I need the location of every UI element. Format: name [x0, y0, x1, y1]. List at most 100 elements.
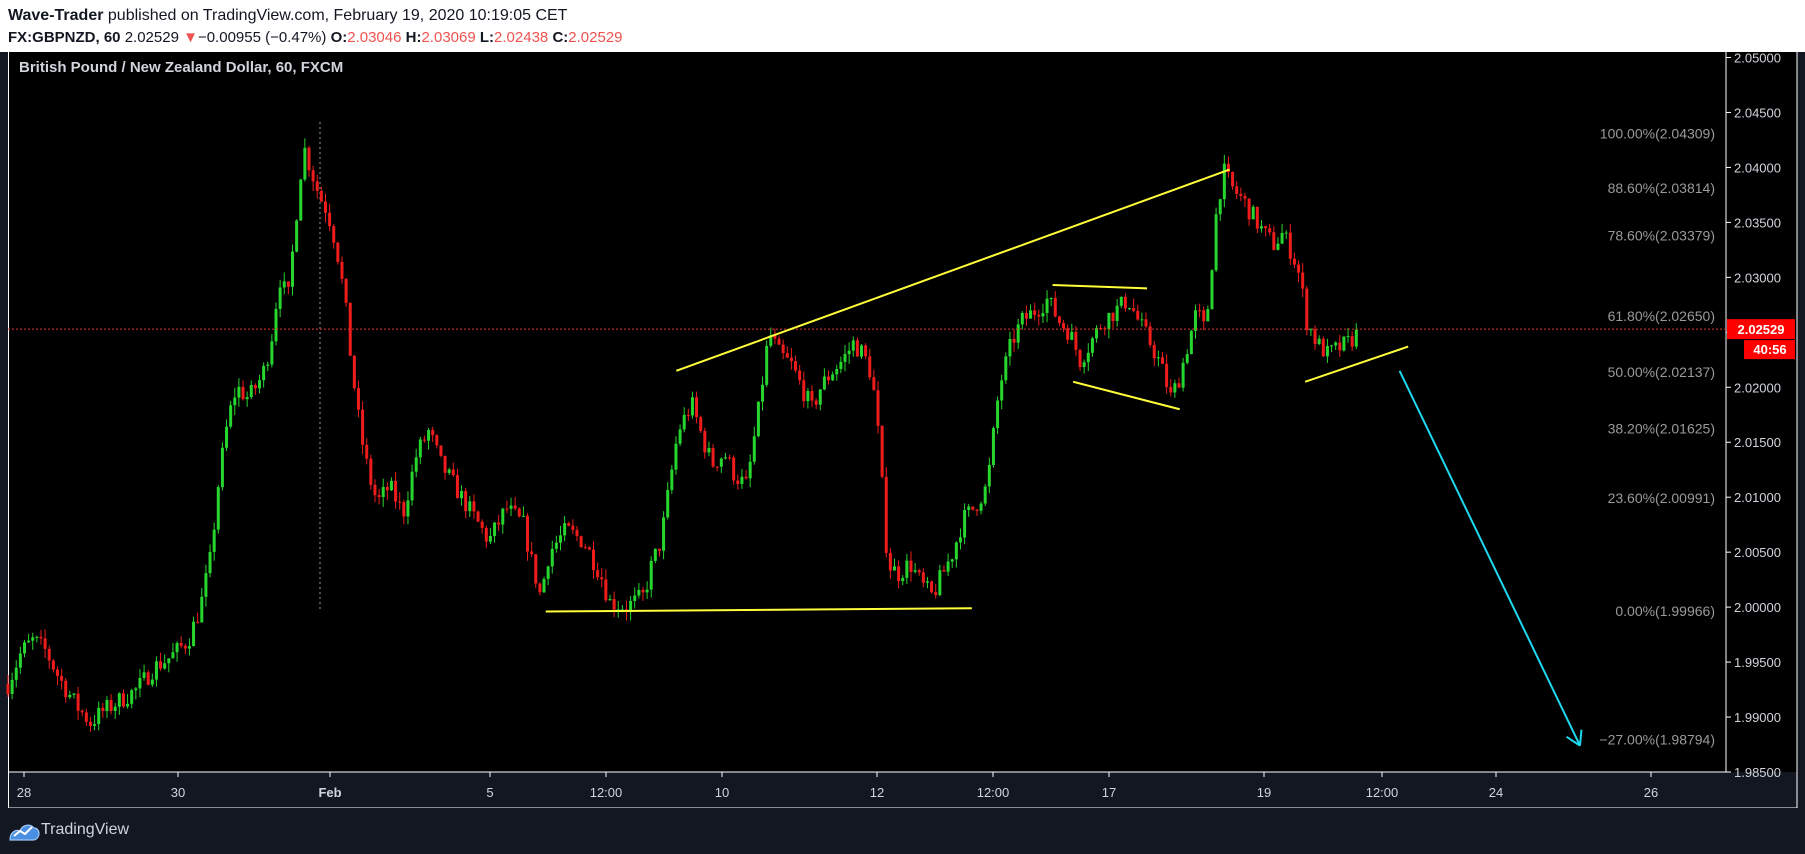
author-name[interactable]: Wave-Trader: [8, 7, 104, 24]
y-tick-label: 2.04500: [1734, 105, 1781, 120]
candle-body: [567, 523, 571, 526]
candle-body: [344, 278, 348, 303]
candle-body: [356, 388, 360, 410]
candle-body: [76, 693, 80, 711]
candle-body: [925, 581, 929, 583]
candle-body: [686, 414, 690, 416]
close-label: C:: [552, 29, 569, 46]
candle-body: [765, 345, 769, 385]
x-tick-label: 19: [1257, 785, 1271, 800]
candle-body: [484, 527, 488, 542]
candle-body: [31, 637, 35, 641]
price-change: −0.00955 (−0.47%): [197, 29, 327, 46]
candle-body: [431, 430, 435, 436]
candle-body: [480, 521, 484, 528]
candle-body: [719, 458, 723, 467]
candle-body: [1301, 272, 1305, 289]
low-value: 2.02438: [494, 29, 549, 46]
candle-body: [1264, 226, 1268, 229]
candle-body: [1045, 298, 1049, 314]
candle-body: [855, 340, 859, 357]
candle-body: [1321, 338, 1325, 357]
candle-body: [200, 596, 204, 623]
candle-body: [130, 690, 134, 704]
candle-body: [678, 429, 682, 444]
candle-body: [402, 502, 406, 517]
price-axis[interactable]: [1726, 52, 1797, 772]
candle-body: [657, 548, 661, 551]
drawings-layer[interactable]: [8, 168, 1726, 747]
candle-body: [332, 226, 336, 243]
tradingview-logo-icon[interactable]: [8, 820, 40, 842]
candle-body: [1099, 328, 1103, 330]
candle-body: [789, 357, 793, 362]
candle-body: [229, 405, 233, 427]
candle-body: [27, 640, 31, 643]
x-tick-label: 10: [715, 785, 729, 800]
y-tick-label: 2.01500: [1734, 435, 1781, 450]
candle-body: [93, 724, 97, 726]
candle-body: [1070, 331, 1074, 340]
candle-body: [1288, 232, 1292, 259]
candle-body: [1012, 338, 1016, 343]
tradingview-brand[interactable]: TradingView: [41, 821, 130, 838]
candle-body: [72, 693, 76, 695]
candle-body: [880, 425, 884, 477]
candle-body: [365, 444, 369, 459]
trendline: [1052, 284, 1148, 290]
candle-body: [291, 251, 295, 287]
countdown-box: [1744, 340, 1795, 360]
candle-body: [1317, 338, 1321, 345]
candles-layer: [6, 138, 1358, 732]
candle-body: [1173, 383, 1177, 393]
candle-body: [464, 491, 468, 512]
candle-body: [1090, 338, 1094, 353]
candle-body: [583, 547, 587, 549]
candle-body: [55, 669, 59, 676]
candle-body: [22, 642, 26, 654]
candle-body: [1053, 297, 1057, 317]
candle-body: [633, 595, 637, 601]
candle-body: [167, 658, 171, 664]
x-tick-label: 12: [870, 785, 884, 800]
candle-body: [187, 646, 191, 649]
candle-body: [983, 486, 987, 504]
price-chart[interactable]: 100.00%(2.04309) 88.60%(2.03814) 78.60%(2.…: [0, 52, 1805, 808]
candle-body: [682, 414, 686, 430]
candle-body: [1136, 310, 1140, 320]
candle-body: [587, 547, 591, 550]
candle-body: [101, 707, 105, 712]
candle-body: [526, 515, 530, 552]
candle-body: [278, 287, 282, 309]
candle-body: [295, 220, 299, 252]
candle-body: [1082, 362, 1086, 367]
candle-body: [1305, 288, 1309, 331]
candle-body: [513, 505, 517, 509]
candle-body: [1020, 312, 1024, 325]
candle-body: [645, 589, 649, 593]
candle-body: [517, 508, 521, 517]
candle-body: [1193, 310, 1197, 331]
candle-body: [385, 487, 389, 491]
fib-level-label: 100.00%(2.04309): [1600, 125, 1715, 141]
candle-body: [1033, 310, 1037, 315]
candle-body: [299, 179, 303, 221]
candle-body: [348, 302, 352, 356]
candle-body: [406, 500, 410, 517]
candle-body: [1259, 226, 1263, 229]
candle-body: [315, 181, 319, 191]
candle-body: [1268, 228, 1272, 233]
y-tick-label: 2.03000: [1734, 270, 1781, 285]
plot-area[interactable]: [8, 52, 1726, 772]
candle-body: [493, 522, 497, 536]
candle-body: [455, 475, 459, 499]
candle-body: [1144, 319, 1148, 327]
candle-body: [142, 672, 146, 678]
candle-body: [781, 344, 785, 354]
candle-body: [451, 469, 455, 476]
candle-body: [1029, 310, 1033, 319]
candle-body: [336, 242, 340, 262]
y-tick-label: 2.01000: [1734, 490, 1781, 505]
candle-body: [802, 380, 806, 402]
candle-body: [917, 570, 921, 573]
